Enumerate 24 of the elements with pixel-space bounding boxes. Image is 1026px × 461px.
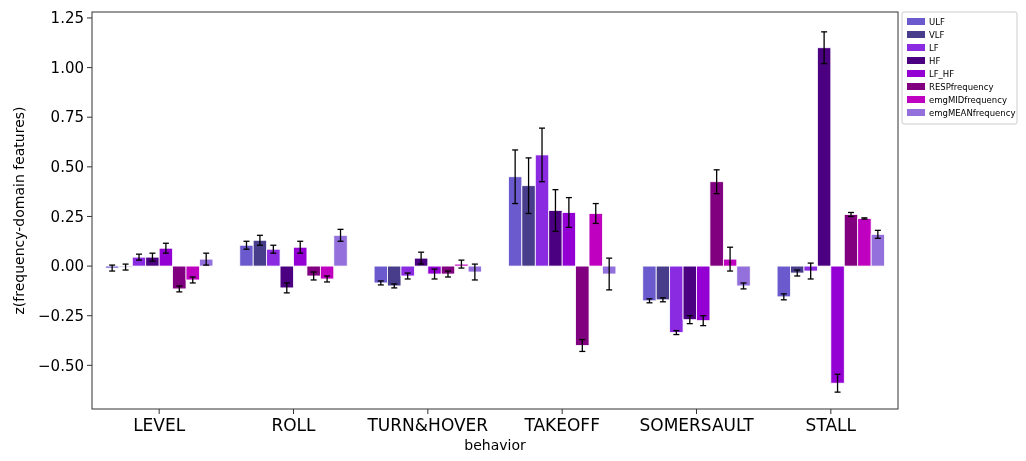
legend-label: HF: [929, 55, 941, 66]
legend-label: LF_HF: [929, 68, 955, 79]
y-tick-label: 1.25: [50, 9, 84, 28]
legend-label: emgMIDfrequency: [929, 94, 1007, 105]
x-axis-title: behavior: [464, 437, 526, 453]
legend-label: VLF: [929, 29, 945, 40]
legend-label: LF: [929, 42, 939, 53]
legend-label: ULF: [929, 16, 945, 27]
legend-label: emgMEANfrequency: [929, 107, 1016, 118]
x-tick-label: TURN&HOVER: [366, 415, 489, 435]
y-axis-title: z(frequency-domain features): [11, 106, 27, 315]
x-tick-label: LEVEL: [133, 415, 186, 435]
x-tick-label: STALL: [805, 415, 857, 435]
y-tick-label: −0.25: [38, 306, 84, 325]
x-tick-label: TAKEOFF: [523, 415, 600, 435]
y-tick-label: 0.50: [50, 158, 84, 177]
legend-label: RESPfrequency: [929, 81, 994, 92]
y-tick-label: 0.00: [50, 257, 84, 276]
y-tick-label: −0.50: [38, 356, 84, 375]
x-tick-label: ROLL: [271, 415, 317, 435]
y-tick-label: 0.25: [50, 207, 84, 226]
y-tick-label: 1.00: [50, 58, 84, 77]
x-tick-label: SOMERSAULT: [639, 415, 755, 435]
y-tick-label: 0.75: [50, 108, 84, 127]
